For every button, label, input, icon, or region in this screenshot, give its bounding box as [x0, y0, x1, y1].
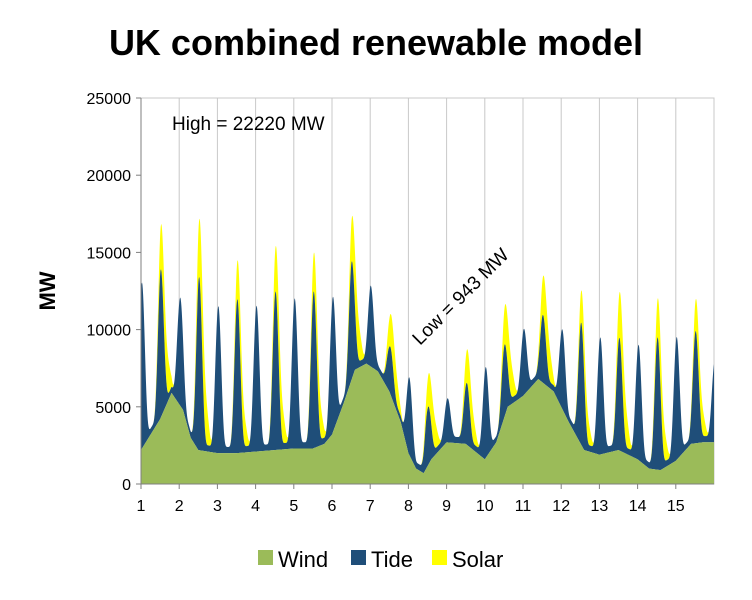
x-tick-label-14: 14 — [629, 498, 647, 515]
legend-swatch-tide — [351, 550, 366, 565]
legend-swatch-solar — [432, 550, 447, 565]
area-layer — [141, 215, 714, 484]
y-tick-label-5000: 5000 — [95, 400, 131, 417]
y-tick-label-0: 0 — [122, 477, 131, 494]
series-wind-area — [141, 363, 714, 484]
x-tick-label-9: 9 — [442, 498, 451, 515]
legend-label-wind: Wind — [278, 547, 328, 572]
chart-title: UK combined renewable model — [108, 22, 644, 63]
legend-label-tide: Tide — [371, 547, 413, 572]
x-tick-label-2: 2 — [175, 498, 184, 515]
x-tick-label-8: 8 — [404, 498, 413, 515]
x-tick-label-5: 5 — [289, 498, 298, 515]
y-tick-label-25000: 25000 — [87, 91, 132, 108]
annotation-high: High = 22220 MW — [172, 114, 325, 135]
x-tick-label-3: 3 — [213, 498, 222, 515]
annotation-low: Low = 943 MW — [409, 245, 514, 350]
series-solar-area — [141, 215, 714, 465]
y-axis-label: MW — [35, 271, 60, 310]
y-tick-label-10000: 10000 — [87, 323, 132, 340]
annot-layer: High = 22220 MW Low = 943 MW — [172, 114, 514, 350]
legend-layer: Wind Tide Solar — [258, 547, 503, 572]
x-tick-label-10: 10 — [476, 498, 494, 515]
x-tick-label-4: 4 — [251, 498, 260, 515]
y-tick-label-15000: 15000 — [87, 245, 132, 262]
x-tick-label-6: 6 — [328, 498, 337, 515]
x-tick-label-1: 1 — [137, 498, 146, 515]
x-tick-label-12: 12 — [552, 498, 570, 515]
y-tick-label-20000: 20000 — [87, 168, 132, 185]
legend-label-solar: Solar — [452, 547, 503, 572]
x-tick-label-11: 11 — [515, 498, 532, 515]
x-tick-label-7: 7 — [366, 498, 375, 515]
x-tick-label-15: 15 — [667, 498, 685, 515]
legend-swatch-wind — [258, 550, 273, 565]
series-tide-area — [141, 261, 714, 474]
x-tick-label-13: 13 — [591, 498, 609, 515]
